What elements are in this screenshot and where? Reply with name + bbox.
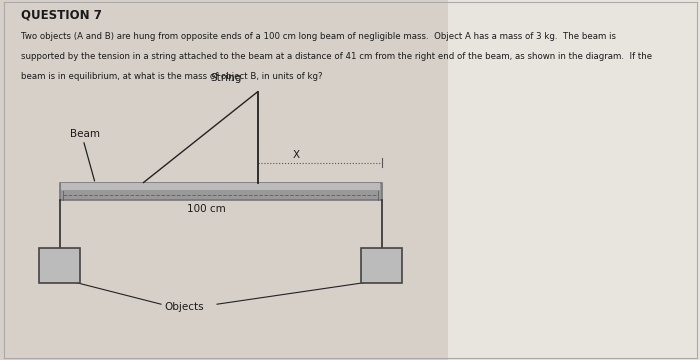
Text: Beam: Beam	[70, 129, 100, 139]
Bar	[60, 183, 382, 200]
Bar	[61, 183, 380, 190]
Text: A: A	[56, 261, 63, 270]
Text: Two objects (A and B) are hung from opposite ends of a 100 cm long beam of negli: Two objects (A and B) are hung from oppo…	[21, 32, 616, 41]
Text: String: String	[211, 73, 241, 83]
Text: QUESTION 7: QUESTION 7	[21, 9, 102, 22]
Bar	[39, 248, 80, 283]
Text: supported by the tension in a string attached to the beam at a distance of 41 cm: supported by the tension in a string att…	[21, 52, 652, 61]
Bar	[361, 248, 402, 283]
Bar	[448, 0, 700, 360]
Text: Objects: Objects	[164, 302, 204, 312]
Text: B: B	[378, 261, 385, 270]
Text: X: X	[293, 150, 300, 160]
Text: beam is in equilibrium, at what is the mass of object B, in units of kg?: beam is in equilibrium, at what is the m…	[21, 72, 323, 81]
Text: 100 cm: 100 cm	[187, 204, 226, 215]
